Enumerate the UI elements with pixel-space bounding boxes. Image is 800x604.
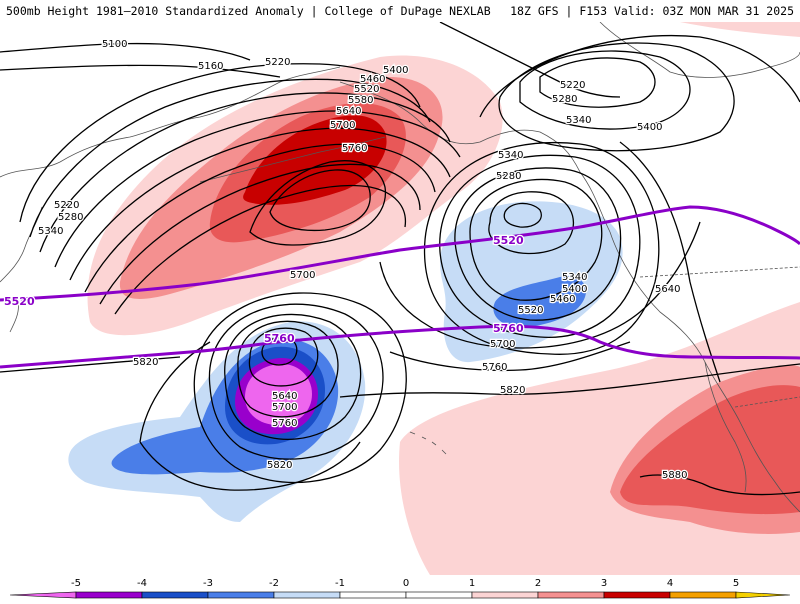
highlight-label: 5760 xyxy=(493,322,524,335)
contour-label: 5700 xyxy=(272,402,297,413)
colorbar-tick-label: -1 xyxy=(335,578,345,589)
contour-label: 5700 xyxy=(490,339,515,350)
coastline-japan xyxy=(0,207,42,332)
colorbar-swatch xyxy=(406,592,472,598)
color-scale-legend: -5 -4 -3 -2 -1 0 1 2 3 4 5 xyxy=(0,575,800,600)
contour-label: 5760 xyxy=(272,418,297,429)
contour-label: 5700 xyxy=(330,120,355,131)
colorbar-tick-label: 4 xyxy=(667,578,673,589)
colorbar-swatch xyxy=(472,592,538,598)
contour-label: 5520 xyxy=(354,84,379,95)
colorbar-swatch xyxy=(604,592,670,598)
anomaly-pos1-north-canada xyxy=(680,22,800,37)
highlight-label: 5520 xyxy=(4,295,35,308)
colorbar-arrow-left xyxy=(10,592,76,598)
contour-label: 5340 xyxy=(566,115,591,126)
contour-label: 5220 xyxy=(560,80,585,91)
colorbar-swatch xyxy=(208,592,274,598)
contour-label: 5820 xyxy=(267,460,292,471)
contour-5160 xyxy=(0,65,280,77)
colorbar-swatch xyxy=(670,592,736,598)
contour-label: 5280 xyxy=(552,94,577,105)
colorbar-swatch xyxy=(76,592,142,598)
colorbar-tick-label: 3 xyxy=(601,578,607,589)
contour-label: 5460 xyxy=(550,294,575,305)
contour-label: 5640 xyxy=(272,391,297,402)
colorbar-tick-label: -3 xyxy=(203,578,213,589)
contour-label: 5640 xyxy=(655,284,680,295)
contour-label: 5820 xyxy=(133,357,158,368)
colorbar-tick-label: -5 xyxy=(71,578,81,589)
contour-label: 5280 xyxy=(496,171,521,182)
colorbar-tick-label: 1 xyxy=(469,578,475,589)
contour-label: 5760 xyxy=(342,143,367,154)
contour-label: 5520 xyxy=(518,305,543,316)
contour-label: 5700 xyxy=(290,270,315,281)
colorbar-tick-label: 0 xyxy=(403,578,409,589)
contour-label: 5340 xyxy=(562,272,587,283)
colorbar-tick-label: -2 xyxy=(269,578,279,589)
contour-label: 5820 xyxy=(500,385,525,396)
colorbar-tick-label: -4 xyxy=(137,578,147,589)
contour-label: 5880 xyxy=(662,470,687,481)
contour-label: 5760 xyxy=(482,362,507,373)
model-run-info: 18Z GFS | F153 Valid: 03Z MON MAR 31 202… xyxy=(510,4,794,18)
contour-label: 5640 xyxy=(336,106,361,117)
contour-label: 5400 xyxy=(637,122,662,133)
colorbar-tick-label: 2 xyxy=(535,578,541,589)
colorbar-swatch xyxy=(538,592,604,598)
colorbar-swatch xyxy=(274,592,340,598)
colorbar-swatches xyxy=(10,592,790,598)
contour-label: 5340 xyxy=(38,226,63,237)
map-title: 500mb Height 1981–2010 Standardized Anom… xyxy=(6,4,491,18)
map-canvas: 5100 5160 5220 5400 5460 5520 5580 5640 … xyxy=(0,22,800,575)
contour-label: 5220 xyxy=(265,57,290,68)
colorbar-swatch xyxy=(340,592,406,598)
border-us-canada xyxy=(640,267,800,277)
colorbar-tick-label: 5 xyxy=(733,578,739,589)
map-header: 500mb Height 1981–2010 Standardized Anom… xyxy=(0,0,800,23)
colorbar-tick-labels: -5 -4 -3 -2 -1 0 1 2 3 4 5 xyxy=(71,578,739,589)
contour-label: 5340 xyxy=(498,150,523,161)
contour-5400-east xyxy=(480,36,800,117)
contour-label: 5400 xyxy=(383,65,408,76)
contour-label: 5280 xyxy=(58,212,83,223)
contour-label: 5220 xyxy=(54,200,79,211)
weather-map: 5100 5160 5220 5400 5460 5520 5580 5640 … xyxy=(0,22,800,575)
highlight-label: 5520 xyxy=(493,234,524,247)
colorbar-swatch xyxy=(142,592,208,598)
highlight-label: 5760 xyxy=(264,332,295,345)
colorbar-arrow-right xyxy=(736,592,790,598)
colorbar-canvas: -5 -4 -3 -2 -1 0 1 2 3 4 5 xyxy=(0,575,800,600)
contour-label: 5580 xyxy=(348,95,373,106)
contour-label: 5160 xyxy=(198,61,223,72)
contour-label: 5100 xyxy=(102,39,127,50)
